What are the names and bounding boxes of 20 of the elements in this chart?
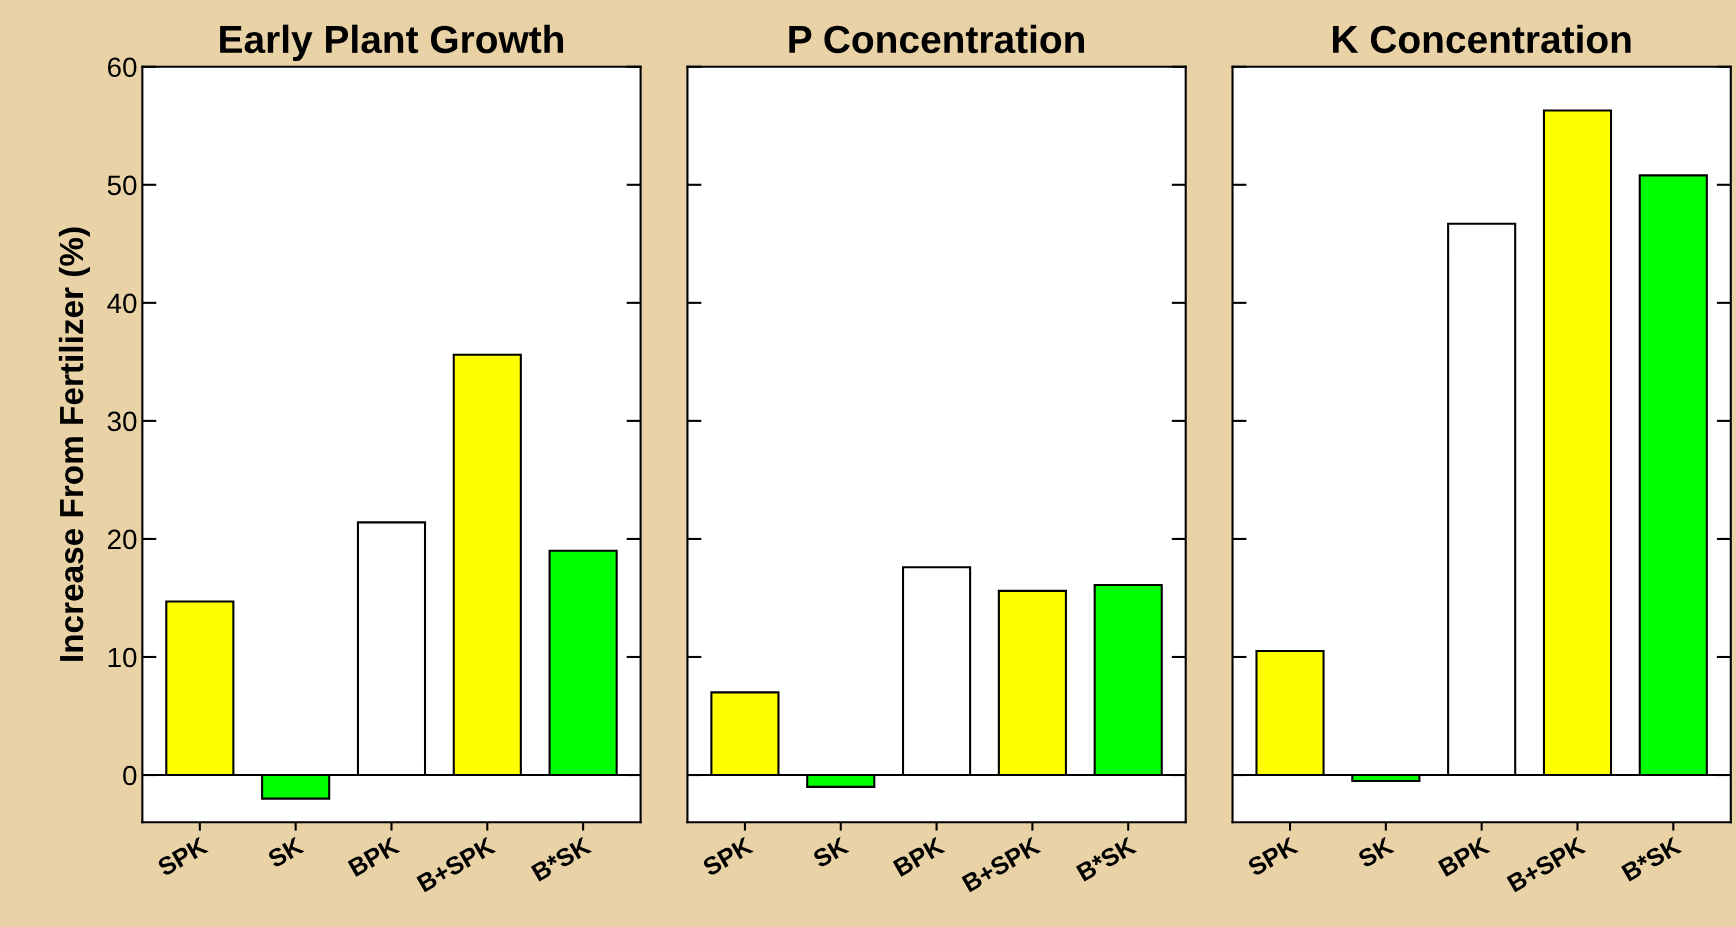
y-tick-label: 50	[107, 175, 137, 196]
x-tick-label: BPK	[1437, 836, 1491, 877]
chart-title: Early Plant Growth	[220, 24, 564, 61]
y-tick-label: 20	[107, 529, 137, 550]
x-tick-label: SK	[266, 836, 305, 869]
x-tick-label: BPK	[892, 836, 946, 877]
chart-title: K Concentration	[1333, 24, 1631, 54]
y-axis-title: Increase From Fertilizer (%)	[58, 227, 90, 661]
x-tick-label: SPK	[701, 836, 754, 877]
x-tick-label: BPK	[347, 836, 401, 877]
x-tick-label: SPK	[156, 836, 209, 877]
y-tick-label: 0	[123, 765, 137, 786]
x-tick-label: SPK	[1246, 836, 1300, 877]
x-tick-label: SK	[1356, 836, 1395, 869]
x-tick-label: SK	[811, 836, 850, 869]
y-tick-label: 30	[107, 411, 137, 432]
y-tick-label: 10	[108, 647, 137, 668]
y-tick-label: 60	[108, 57, 137, 78]
y-tick-label: 40	[107, 293, 137, 314]
chart-title: P Concentration	[789, 24, 1084, 54]
